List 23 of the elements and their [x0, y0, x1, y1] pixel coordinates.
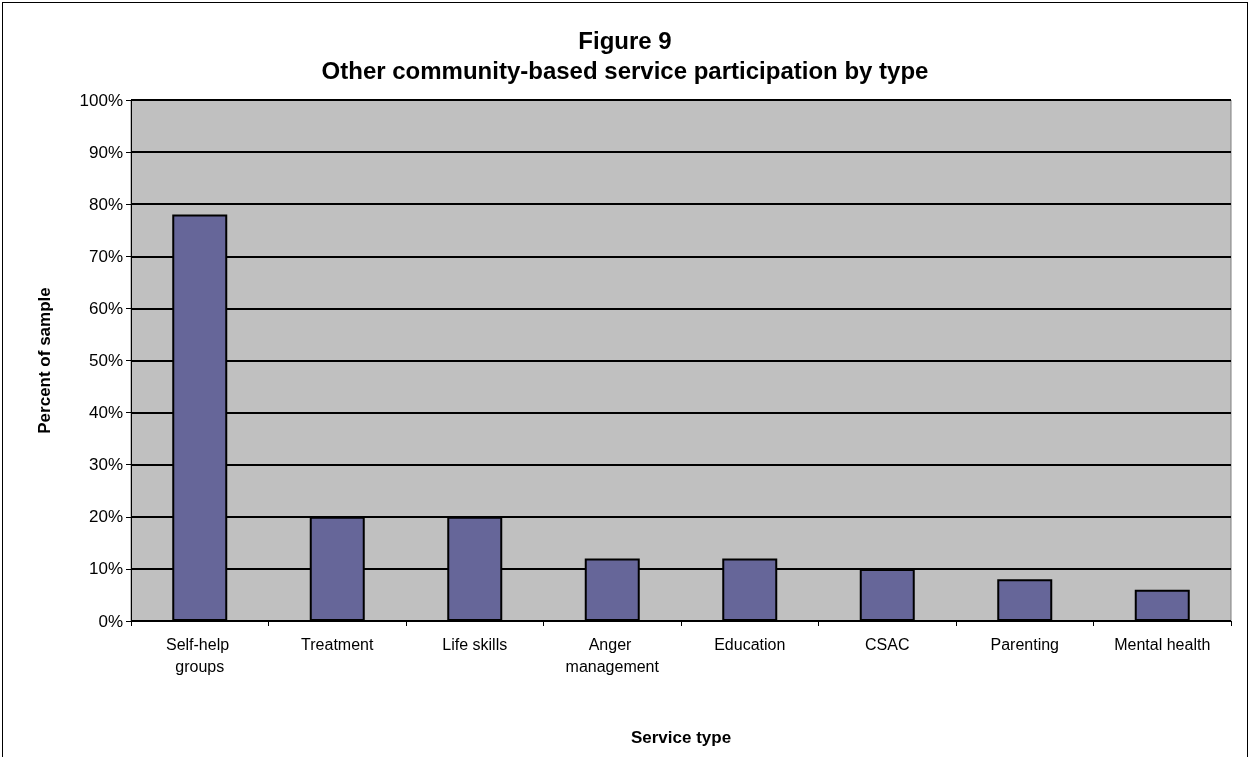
y-tick-label: 0% [98, 611, 123, 631]
x-tick-label: Life skills [442, 635, 508, 653]
y-tick-label: 20% [88, 507, 123, 527]
x-tick-label: CSAC [865, 635, 910, 653]
x-tick-label: Anger management [565, 635, 660, 675]
y-tick-label: 70% [88, 246, 123, 266]
y-axis-title: Percent of sample [35, 287, 54, 434]
y-tick-label: 50% [88, 351, 123, 370]
y-tick-label: 40% [88, 403, 123, 423]
x-tick-label: Self-help groups [165, 635, 234, 675]
y-tick-label: 80% [88, 194, 123, 214]
x-tick-label: Mental health [1114, 635, 1211, 653]
x-tick-label: Education [714, 635, 786, 653]
x-tick-label: Treatment [301, 635, 374, 653]
x-tick-label: Parenting [990, 635, 1059, 653]
x-axis-title: Service type [630, 728, 732, 747]
y-tick-label: 30% [88, 455, 123, 475]
chart-title: Figure 9 [578, 26, 672, 54]
y-tick-label: 60% [88, 298, 123, 318]
y-tick-label: 10% [88, 559, 123, 579]
y-tick-label: 90% [88, 142, 123, 162]
y-tick-label: 100% [79, 90, 123, 110]
chart-subtitle: Other community-based service participation by type [321, 56, 929, 84]
